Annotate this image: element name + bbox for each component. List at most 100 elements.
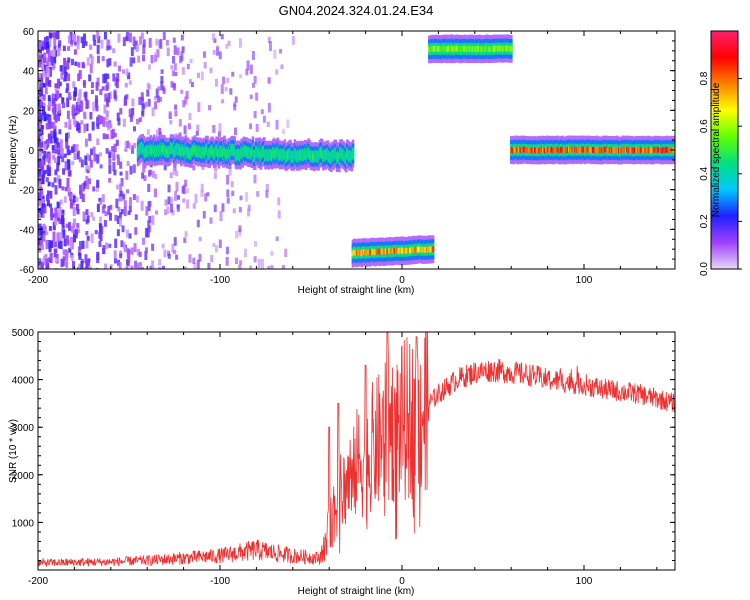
linechart-y-ticks: 1000 2000 3000 4000 5000 <box>12 328 675 571</box>
heatmap-noise-cell <box>116 112 120 121</box>
heatmap-noise-cell <box>71 261 75 269</box>
heatmap-noise-cell <box>202 51 206 58</box>
heatmap-noise-cell <box>58 218 62 225</box>
heatmap-noise-cell <box>97 114 101 125</box>
heatmap-noise-cell <box>200 183 204 192</box>
heatmap-noise-cell <box>78 252 82 260</box>
heatmap-noise-cell <box>153 188 157 198</box>
heatmap-noise-cell <box>119 212 123 221</box>
heatmap-noise-cell <box>171 70 175 77</box>
heatmap-noise-cell <box>38 183 42 189</box>
heatmap-noise-cell <box>107 205 111 215</box>
heatmap-noise-cell <box>54 214 58 220</box>
heatmap-noise-cell <box>48 69 52 76</box>
heatmap-noise-cell <box>38 141 42 147</box>
heatmap-noise-cell <box>124 247 128 253</box>
heatmap-noise-cell <box>58 129 62 135</box>
heatmap-noise-cell <box>119 250 123 256</box>
heatmap-noise-cell <box>85 175 89 185</box>
heatmap-noise-cell <box>43 225 47 235</box>
heatmap-noise-cell <box>100 39 104 49</box>
heatmap-noise-cell <box>119 183 123 192</box>
heatmap-noise-cell <box>77 98 81 105</box>
heatmap-noise-cell <box>126 189 130 194</box>
heatmap-noise-cell <box>132 36 136 46</box>
heatmap-noise-cell <box>50 32 54 38</box>
heatmap-noise-cell <box>90 82 94 89</box>
heatmap-noise-cell <box>170 81 174 88</box>
heatmap-noise-cell <box>83 112 87 120</box>
heatmap-noise-cell <box>118 65 122 72</box>
heatmap-noise-cell <box>65 133 69 142</box>
heatmap-noise-cell <box>183 125 187 135</box>
heatmap-noise-cell <box>54 148 58 154</box>
heatmap-noise-cell <box>220 34 224 40</box>
y-tick-label: -20 <box>20 186 35 197</box>
heatmap-noise-cell <box>86 260 90 266</box>
heatmap-noise-cell <box>106 58 110 68</box>
heatmap-noise-cell <box>148 215 152 223</box>
heatmap-noise-cell <box>103 31 107 40</box>
colorbar-tick-label: 0.2 <box>699 214 710 228</box>
heatmap-noise-cell <box>131 98 135 107</box>
heatmap-noise-cell <box>75 196 79 203</box>
heatmap-noise-cell <box>96 44 100 55</box>
heatmap-noise-cell <box>159 38 163 49</box>
heatmap-noise-cell <box>184 179 188 187</box>
heatmap-noise-cell <box>39 122 43 132</box>
heatmap-noise-cell <box>72 195 76 203</box>
heatmap-noise-cell <box>140 200 144 211</box>
heatmap-noise-cell <box>126 248 130 258</box>
heatmap-noise-cell <box>54 169 58 176</box>
heatmap-noise-cell <box>71 200 75 206</box>
heatmap-noise-cell <box>65 223 69 228</box>
heatmap-noise-cell <box>252 82 256 88</box>
heatmap-noise-cell <box>160 69 164 74</box>
heatmap-noise-cell <box>84 155 88 166</box>
heatmap-noise-cell <box>275 236 279 241</box>
heatmap-noise-cell <box>40 231 44 241</box>
heatmap-noise-cell <box>130 114 134 119</box>
heatmap-noise-cell <box>52 63 56 69</box>
heatmap-noise-cell <box>101 86 105 91</box>
heatmap-noise-cell <box>175 182 179 192</box>
heatmap-noise-cell <box>128 80 132 85</box>
x-tick-label: 0 <box>399 275 405 286</box>
heatmap-noise-cell <box>39 226 43 236</box>
heatmap-noise-cell <box>126 160 130 167</box>
heatmap-noise-cell <box>94 98 98 109</box>
heatmap-noise-cell <box>192 165 196 171</box>
heatmap-noise-cell <box>253 111 257 119</box>
heatmap-noise-cell <box>187 123 191 130</box>
heatmap-noise-cell <box>78 157 82 163</box>
heatmap-noise-cell <box>142 44 146 55</box>
heatmap-noise-cell <box>56 201 60 209</box>
heatmap-noise-cell <box>42 233 46 242</box>
heatmap-noise-cell <box>119 190 123 197</box>
heatmap-track-cell <box>510 45 513 52</box>
heatmap-noise-cell <box>165 39 169 46</box>
heatmap-noise-cell <box>57 149 61 156</box>
heatmap-noise-cell <box>84 124 88 132</box>
heatmap-noise-cell <box>120 208 124 215</box>
heatmap-noise-cell <box>111 149 115 155</box>
heatmap-noise-cell <box>76 41 80 50</box>
heatmap-noise-cell <box>51 122 55 129</box>
heatmap-noise-cell <box>67 57 71 63</box>
heatmap-noise-cell <box>89 63 93 74</box>
colorbar-tick-label: 0.4 <box>699 166 710 180</box>
heatmap-noise-cell <box>86 153 90 160</box>
heatmap-noise-cell <box>52 231 56 241</box>
heatmap-noise-cell <box>80 36 84 44</box>
heatmap-noise-cell <box>113 257 117 264</box>
heatmap-noise-cell <box>39 127 43 135</box>
heatmap-noise-cell <box>59 139 63 149</box>
heatmap-noise-cell <box>51 148 55 154</box>
heatmap-noise-cell <box>98 240 102 247</box>
heatmap-noise-cell <box>172 168 176 176</box>
heatmap-noise-cell <box>51 182 55 188</box>
heatmap-noise-cell <box>54 85 58 95</box>
heatmap-noise-cell <box>89 54 93 59</box>
heatmap-noise-cell <box>136 262 140 269</box>
